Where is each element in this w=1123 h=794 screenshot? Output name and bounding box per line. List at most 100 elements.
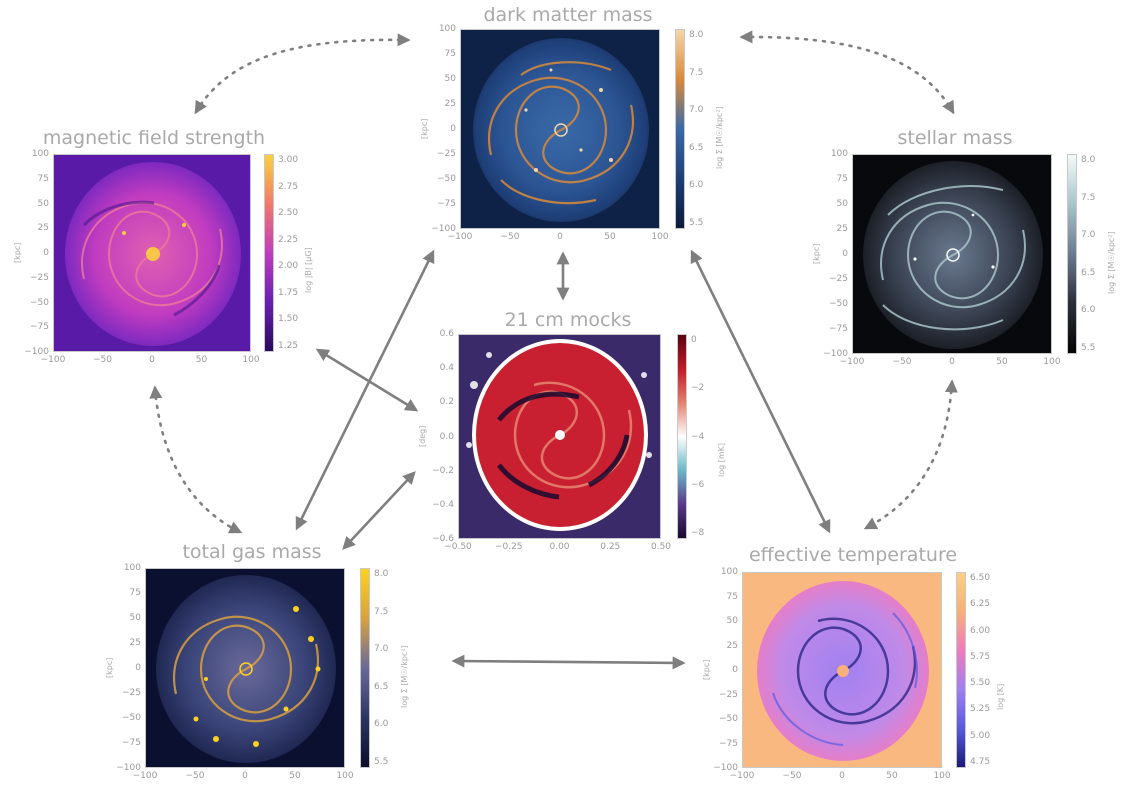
temp-ctick: 4.75 [970, 757, 991, 767]
temp-xtick: 0 [839, 771, 845, 781]
temp-xtick: −100 [729, 771, 755, 781]
dm-image [460, 29, 660, 229]
cm-colorbar [677, 334, 687, 539]
temp-ytick: 75 [726, 591, 738, 602]
temp-ytick: 100 [720, 567, 738, 577]
temp-ctick: 6.25 [970, 599, 991, 610]
star-ytick: 50 [836, 199, 848, 209]
gas-ctick: 6.0 [374, 719, 389, 730]
cm-title: 21 cm mocks [504, 309, 632, 331]
dm-ytick: −75 [437, 199, 456, 209]
cm-ytick: −0.6 [432, 534, 454, 544]
star-title: stellar mass [897, 127, 1013, 149]
cm-ytick: −0.4 [432, 499, 454, 510]
mag-xtick: −50 [93, 355, 112, 365]
temp-xtick: −50 [782, 771, 802, 781]
temp-ytick: −75 [719, 738, 738, 749]
arrow-cm-gas [342, 471, 416, 550]
star-ctick: 5.5 [1081, 343, 1096, 353]
cm-xtick: 0.50 [650, 542, 672, 552]
temp-image [742, 572, 942, 768]
temp-xtick: 50 [886, 771, 898, 781]
mag-title: magnetic field strength [42, 127, 266, 149]
mag-xtick: 100 [242, 355, 260, 365]
star-ctick: 6.0 [1081, 305, 1096, 316]
mag-xtick: 50 [195, 355, 208, 365]
gas-ytick: 50 [129, 613, 141, 623]
arrow-star-temp [863, 379, 958, 530]
gas-image [145, 568, 345, 768]
mag-ctick: 2.00 [278, 261, 299, 272]
mag-ctick: 2.25 [278, 234, 299, 245]
mag-ctick: 1.75 [278, 287, 299, 298]
star-xtick: −100 [839, 357, 865, 367]
cm-xtick: 0.25 [600, 542, 621, 552]
arrow-dm-star [739, 30, 955, 115]
mag-ytick: 50 [37, 198, 49, 209]
dm-title: dark matter mass [483, 4, 653, 26]
arrow-dm-temp [690, 249, 831, 534]
mag-ytick: 100 [31, 149, 49, 159]
mag-ytick: −100 [24, 347, 49, 357]
mag-ctick: 1.25 [278, 341, 299, 351]
gas-ytick: −25 [122, 688, 141, 698]
cm-xtick: −0.50 [444, 542, 472, 552]
mag-ytick: 0 [43, 248, 49, 258]
temp-ctick: 6.00 [970, 625, 991, 636]
cm-xtick: 0.00 [549, 542, 570, 552]
mag-colorbar [264, 154, 274, 352]
star-ctick: 6.5 [1081, 267, 1096, 278]
mag-xtick: 0 [149, 355, 155, 365]
dm-ytick: −50 [437, 174, 456, 184]
temp-ytick: 25 [726, 640, 738, 651]
cm-ytick: −0.2 [432, 465, 454, 476]
gas-xtick: 50 [289, 771, 301, 781]
temp-ctick: 5.75 [970, 651, 991, 662]
mag-ytick: −75 [30, 322, 49, 333]
gas-xtick: 100 [336, 771, 354, 781]
cm-ytick: 0.6 [439, 329, 454, 339]
temp-ctick: 6.50 [970, 573, 991, 583]
dm-ctick: 6.0 [689, 180, 704, 191]
star-ctick: 7.5 [1081, 192, 1096, 203]
gas-ytick: 100 [123, 563, 141, 573]
dm-ytick: −25 [437, 149, 456, 159]
star-xtick: 50 [996, 357, 1008, 367]
temp-title: effective temperature [748, 544, 958, 566]
mag-ctick: 2.75 [278, 181, 299, 192]
star-ctick: 8.0 [1081, 155, 1096, 165]
arrow-mag-dm [194, 33, 411, 115]
temp-ytick: 50 [726, 616, 738, 626]
dm-ytick: 0 [450, 124, 456, 134]
star-xtick: 0 [949, 357, 955, 367]
star-ytick: 25 [836, 224, 848, 234]
dm-xtick: 0 [557, 232, 563, 242]
mag-ytick: −50 [30, 297, 49, 308]
star-ytick: −50 [829, 299, 848, 309]
mag-ctick: 2.50 [278, 208, 299, 219]
star-colorbar [1067, 154, 1077, 354]
cm-image [458, 334, 661, 539]
star-ytick: −25 [829, 274, 848, 284]
star-ytick: 0 [842, 249, 848, 259]
gas-ctick: 7.5 [374, 606, 389, 617]
mag-ytick: −25 [30, 272, 49, 283]
dm-xtick: 100 [651, 232, 669, 242]
dm-ytick: −100 [431, 224, 456, 234]
star-xtick: −50 [892, 357, 912, 367]
temp-ctick: 5.25 [970, 704, 991, 715]
gas-xtick: −100 [132, 771, 158, 781]
dm-ytick: 50 [444, 74, 456, 84]
dm-xtick: −100 [447, 232, 473, 242]
gas-ytick: −100 [116, 763, 141, 773]
mag-xtick: −100 [40, 355, 66, 365]
arrow-mag-gas [149, 385, 243, 534]
mag-ytick: 75 [37, 173, 49, 184]
gas-xtick: −50 [185, 771, 205, 781]
mag-ctick: 1.50 [278, 314, 299, 325]
dm-xtick: −50 [500, 232, 520, 242]
dm-colorbar [675, 29, 685, 229]
arrow-mag-cm [315, 348, 419, 412]
gas-title: total gas mass [182, 541, 322, 563]
